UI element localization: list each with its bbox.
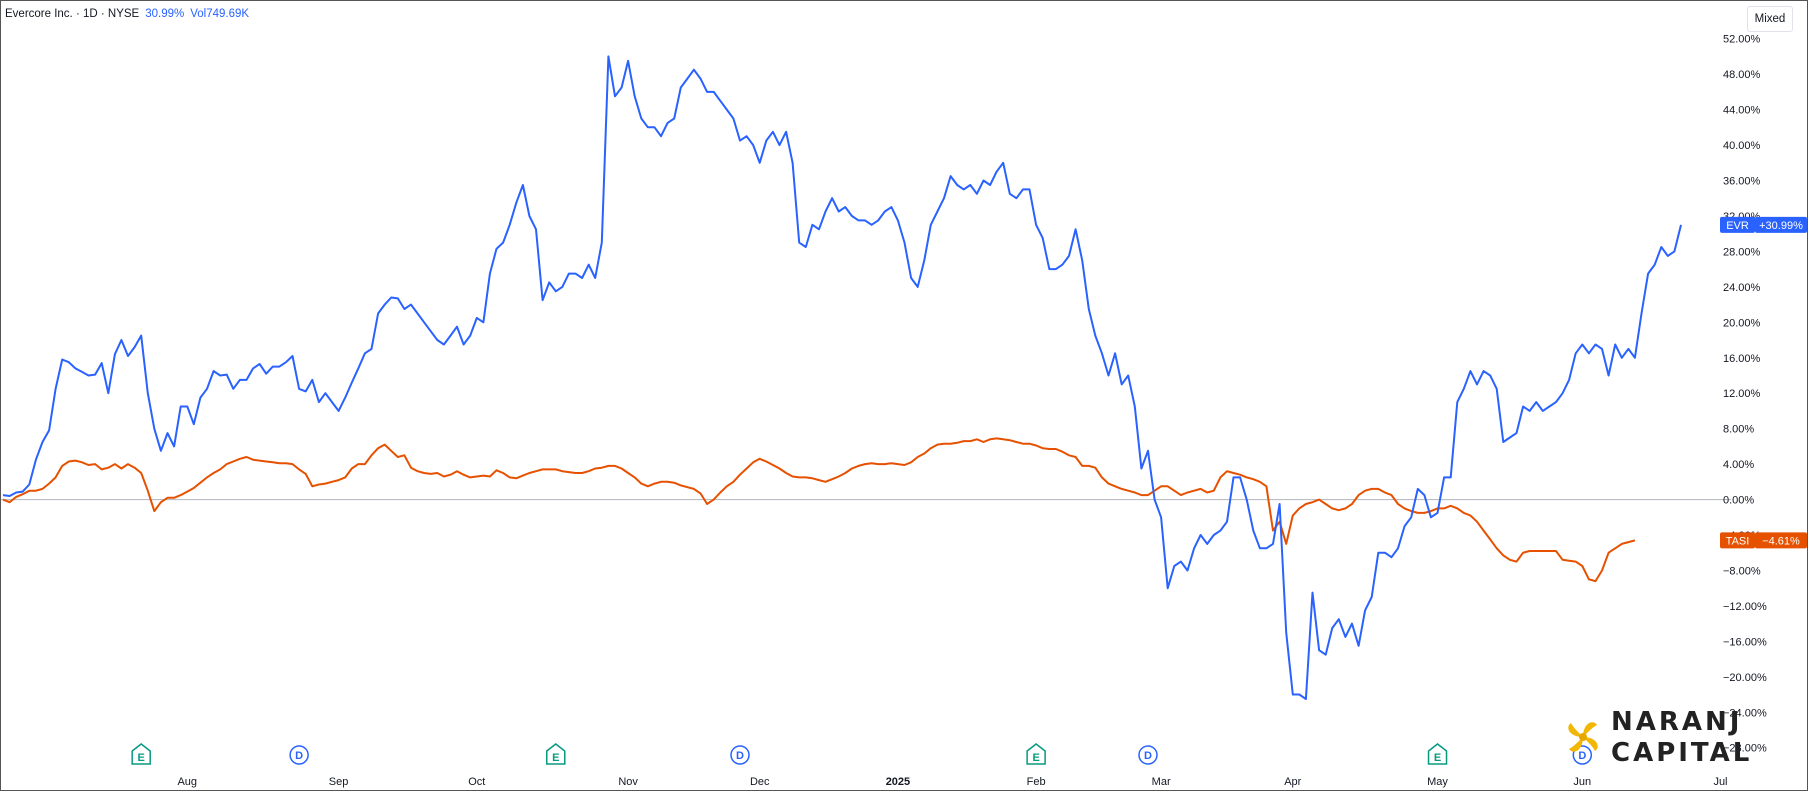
x-tick-label: Feb — [1027, 776, 1046, 788]
last-value-label-tasi: TASI −4.61% — [1720, 532, 1807, 549]
y-tick-label: −28.00% — [1723, 743, 1767, 755]
symbol-title: Evercore Inc. · 1D · NYSE — [5, 8, 140, 20]
x-tick-label: May — [1427, 776, 1448, 788]
x-tick-label: Oct — [468, 776, 485, 788]
y-tick-label: 16.00% — [1723, 353, 1761, 365]
last-value-label-evr: EVR +30.99% — [1720, 216, 1807, 233]
scale-mode-button[interactable]: Mixed — [1747, 6, 1793, 32]
naranj-capital-logo: NARANJ CAPITAL — [1559, 707, 1769, 771]
svg-text:D: D — [1578, 750, 1586, 762]
series-line-tasi[interactable] — [2, 437, 1636, 583]
volume-value: Vol749.69K — [190, 8, 250, 20]
series-name-tag: EVR — [1726, 220, 1749, 232]
x-tick-label: Jun — [1573, 776, 1591, 788]
earnings-marker-icon[interactable]: E — [546, 743, 566, 765]
series-line-evr[interactable] — [2, 55, 1682, 700]
x-tick-label: Sep — [329, 776, 349, 788]
x-tick-label: Dec — [750, 776, 770, 788]
earnings-marker-icon[interactable]: E — [1427, 743, 1448, 765]
y-tick-label: −8.00% — [1723, 565, 1761, 577]
x-tick-label: Nov — [618, 776, 638, 788]
y-tick-label: 44.00% — [1723, 105, 1761, 117]
y-tick-label: 8.00% — [1723, 424, 1754, 436]
y-tick-label: 20.00% — [1723, 317, 1761, 329]
logo-text: NARANJ CAPITAL — [1611, 707, 1752, 769]
y-tick-label: 4.00% — [1723, 459, 1754, 471]
x-tick-label: Apr — [1284, 776, 1301, 788]
y-tick-label: 12.00% — [1723, 388, 1761, 400]
svg-text:E: E — [1032, 752, 1039, 764]
y-tick-label: −24.00% — [1723, 707, 1767, 719]
series-last-value: −4.61% — [1762, 535, 1800, 547]
y-tick-label: 40.00% — [1723, 140, 1761, 152]
x-tick-label: Jul — [1713, 776, 1727, 788]
y-tick-label: −16.00% — [1723, 636, 1767, 648]
naranj-flower-icon — [1568, 722, 1598, 752]
logo-line-2: CAPITAL — [1611, 738, 1753, 768]
svg-text:D: D — [295, 750, 303, 762]
x-tick-label: Aug — [177, 776, 197, 788]
series-name-tag: TASI — [1726, 535, 1750, 547]
earnings-marker-icon[interactable]: E — [1026, 743, 1046, 765]
change-percent: 30.99% — [145, 8, 185, 20]
svg-text:D: D — [1144, 750, 1152, 762]
dividend-marker-icon[interactable]: D — [730, 745, 750, 765]
series-last-value: +30.99% — [1759, 220, 1803, 232]
x-tick-label: 2025 — [886, 776, 910, 788]
svg-text:D: D — [736, 750, 744, 762]
chart-header: Evercore Inc. · 1D · NYSE 30.99% Vol749.69… — [5, 8, 249, 20]
y-tick-label: 52.00% — [1723, 34, 1761, 46]
y-tick-label: 28.00% — [1723, 246, 1761, 258]
y-tick-label: 36.00% — [1723, 176, 1761, 188]
x-tick-label: Mar — [1152, 776, 1171, 788]
svg-text:E: E — [1434, 752, 1441, 764]
y-tick-label: −12.00% — [1723, 601, 1767, 613]
dividend-marker-icon[interactable]: D — [1138, 745, 1158, 765]
svg-text:E: E — [552, 752, 559, 764]
dividend-marker-icon[interactable]: D — [289, 745, 309, 765]
dividend-marker-icon[interactable]: D — [1572, 745, 1593, 765]
y-tick-label: −20.00% — [1723, 672, 1767, 684]
logo-line-1: NARANJ — [1611, 707, 1743, 737]
svg-text:E: E — [138, 752, 145, 764]
y-tick-label: 48.00% — [1723, 69, 1761, 81]
y-tick-label: 24.00% — [1723, 282, 1761, 294]
earnings-marker-icon[interactable]: E — [131, 743, 151, 765]
y-tick-label: 0.00% — [1723, 495, 1754, 507]
